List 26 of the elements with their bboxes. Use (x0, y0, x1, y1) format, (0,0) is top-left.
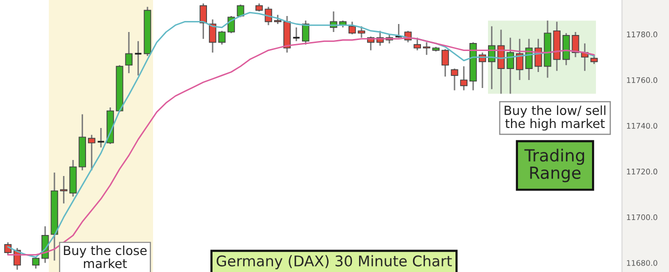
annotation: Buy the close market (64, 245, 147, 268)
candlestick (442, 48, 449, 78)
candlestick (274, 14, 282, 25)
candlestick (200, 2, 207, 40)
candlestick (60, 175, 68, 204)
candlestick (125, 31, 133, 74)
annotation: Trading Range (524, 148, 584, 182)
candlestick (228, 15, 235, 34)
text: Germany (DAX) 30 Minute Chart (216, 255, 452, 270)
candlestick (358, 26, 366, 38)
candlestick (292, 26, 300, 42)
candlestick (460, 66, 468, 91)
candlestick (88, 134, 96, 171)
candlestick (590, 54, 598, 65)
candlestick (516, 38, 524, 81)
candlestick (96, 127, 106, 148)
candlestick (4, 242, 12, 256)
candlestick (134, 40, 142, 76)
candlestick (32, 256, 40, 270)
candlestick (450, 68, 458, 91)
annotation: Buy the low/ sell the high market (504, 105, 606, 131)
candlestick (506, 37, 514, 94)
candlestick (414, 37, 421, 51)
candlestick (562, 32, 570, 66)
candlestick (302, 20, 310, 46)
candlestick (348, 21, 356, 35)
